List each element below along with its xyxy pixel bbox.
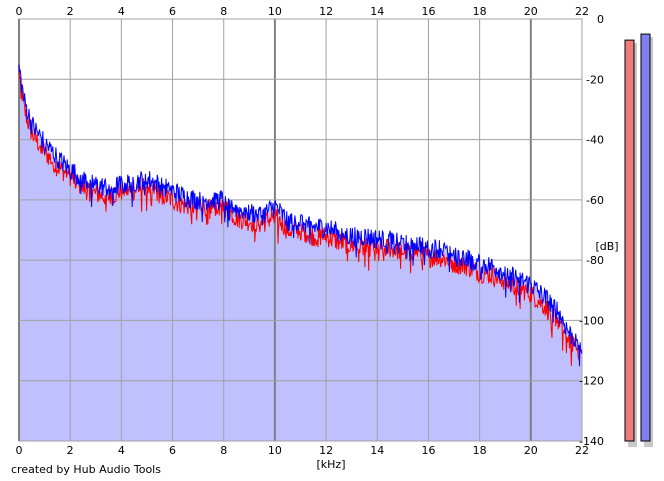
x-tick-label-bottom: 22: [575, 444, 589, 457]
x-tick-labels-bottom: 0 2 4 6 8 10 12 14 16 18 20 22: [16, 444, 590, 457]
y-tick-label: -20: [586, 73, 604, 86]
series-lines: [18, 64, 583, 367]
x-tick-label-bottom: 0: [16, 444, 23, 457]
y-tick-label: 0: [597, 13, 604, 26]
x-tick-label-top: 20: [524, 5, 538, 18]
level-meter-left: [624, 39, 635, 442]
y-tick-label: -140: [579, 435, 604, 448]
x-tick-label-top: 14: [370, 5, 384, 18]
spectrum-fill-area: [19, 64, 582, 441]
grid-lines: [18, 18, 583, 442]
y-tick-label: -60: [586, 194, 604, 207]
x-tick-label-top: 18: [473, 5, 487, 18]
y-axis-label: [dB]: [595, 240, 618, 253]
x-tick-label-bottom: 20: [524, 444, 538, 457]
x-tick-label-top: 8: [220, 5, 227, 18]
x-tick-label-bottom: 12: [319, 444, 333, 457]
x-tick-label-bottom: 10: [268, 444, 282, 457]
x-tick-label-top: 10: [268, 5, 282, 18]
y-tick-label: -80: [586, 254, 604, 267]
x-tick-label-bottom: 14: [370, 444, 384, 457]
series-line-right: [18, 64, 583, 367]
x-tick-label-bottom: 6: [169, 444, 176, 457]
x-tick-label-top: 6: [169, 5, 176, 18]
x-tick-label-top: 22: [575, 5, 589, 18]
x-tick-labels-top: 0 2 4 6 8 10 12 14 16 18 20 22: [16, 5, 590, 18]
x-tick-label-bottom: 8: [220, 444, 227, 457]
x-tick-label-top: 16: [421, 5, 435, 18]
level-meters: [624, 33, 653, 447]
y-tick-label: -40: [586, 134, 604, 147]
y-tick-labels-right: 0 -20 -40 -60 -80 -100 -120 -140: [579, 13, 604, 448]
x-tick-label-top: 0: [16, 5, 23, 18]
x-axis-label: [kHz]: [317, 458, 346, 471]
y-tick-label: -100: [579, 314, 604, 327]
credit-text: created by Hub Audio Tools: [11, 463, 161, 476]
x-tick-label-bottom: 2: [67, 444, 74, 457]
x-tick-label-top: 4: [118, 5, 125, 18]
x-tick-label-bottom: 4: [118, 444, 125, 457]
y-tick-label: -120: [579, 375, 604, 388]
x-tick-label-bottom: 16: [421, 444, 435, 457]
x-tick-label-top: 2: [67, 5, 74, 18]
level-meter-right: [640, 33, 651, 442]
spectrum-fill: [19, 64, 582, 441]
x-tick-label-bottom: 18: [473, 444, 487, 457]
x-tick-label-top: 12: [319, 5, 333, 18]
